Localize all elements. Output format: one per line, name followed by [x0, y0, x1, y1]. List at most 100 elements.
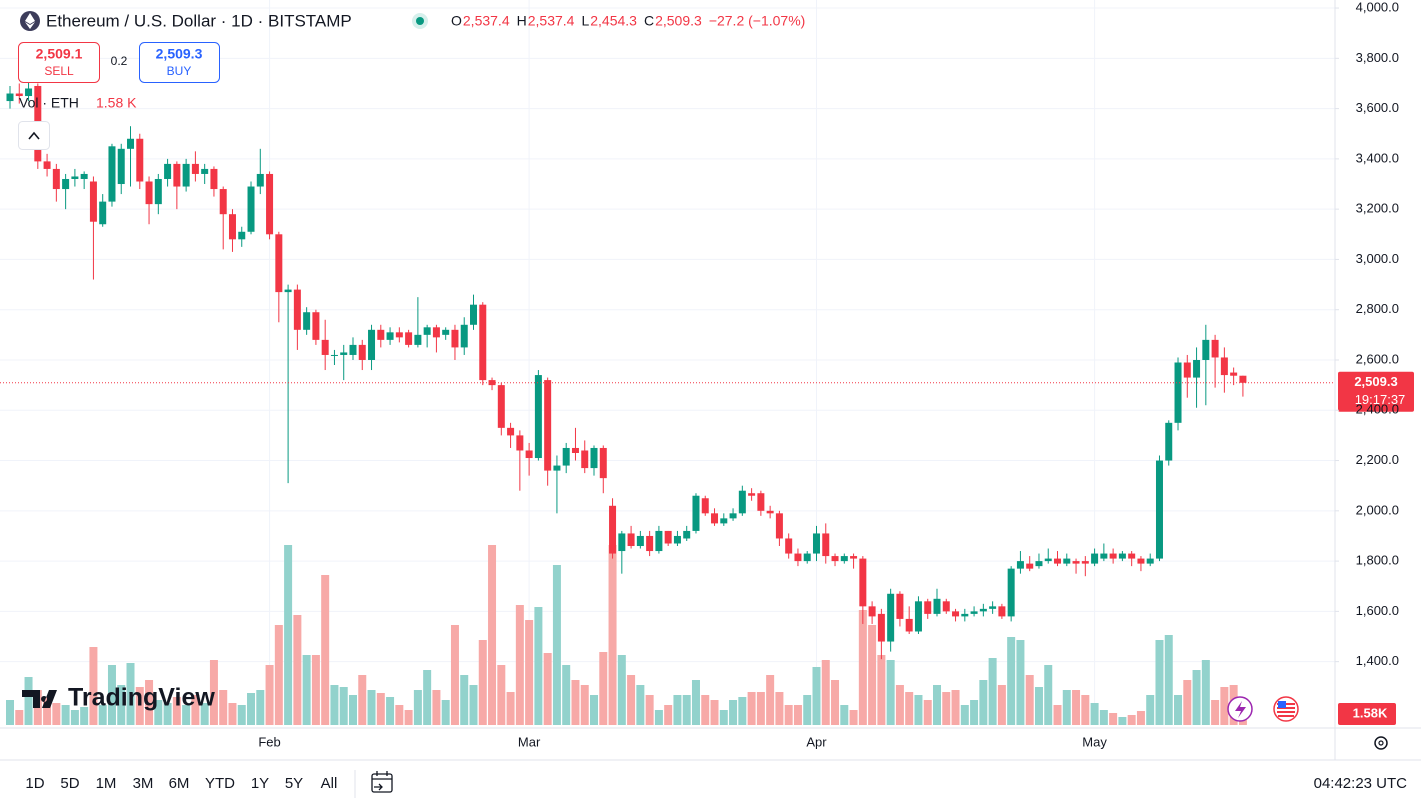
buy-price: 2,509.3 — [156, 46, 203, 62]
candle-body — [562, 447, 570, 466]
volume-bar — [654, 710, 663, 725]
volume-bar — [571, 680, 580, 725]
volume-bar — [682, 695, 691, 725]
volume-bar — [237, 705, 246, 725]
range-button[interactable]: 5Y — [285, 775, 303, 792]
volume-bar — [905, 692, 914, 725]
collapse-button[interactable] — [18, 121, 50, 150]
range-button[interactable]: YTD — [205, 775, 235, 792]
candle-body — [1211, 339, 1219, 358]
range-toolbar: 1D 5D 1M 3M 6M YTD 1Y 5Y All — [25, 775, 337, 792]
volume-bar — [840, 705, 849, 725]
volume-bar — [376, 693, 385, 725]
volume-bar — [747, 692, 756, 725]
candle-body — [71, 176, 79, 179]
candle-body — [840, 556, 848, 562]
x-tick-label: Mar — [518, 734, 541, 749]
volume-bar — [831, 680, 840, 725]
y-tick-label: 3,600.0 — [1356, 100, 1399, 115]
y-tick-label: 3,000.0 — [1356, 251, 1399, 266]
volume-bar — [302, 655, 311, 725]
candle-body — [729, 513, 737, 519]
candle-body — [497, 385, 505, 428]
candle-body — [701, 498, 709, 514]
volume-bar — [311, 655, 320, 725]
volume-bar — [673, 695, 682, 725]
volume-bar — [228, 703, 237, 725]
candle-body — [127, 138, 135, 149]
volume-bar — [24, 677, 33, 725]
candle-body — [544, 380, 552, 471]
volume-bar — [886, 660, 895, 725]
candle-body — [1165, 422, 1173, 461]
volume-bar — [691, 680, 700, 725]
candle-body — [775, 513, 783, 539]
y-tick-label: 2,400.0 — [1356, 402, 1399, 417]
candle-body — [1118, 553, 1126, 559]
volume-bar — [803, 695, 812, 725]
candle-body — [275, 234, 283, 293]
ohlc-value: 2,454.3 — [590, 13, 637, 29]
candle-layer — [6, 73, 1247, 660]
volume-bar — [710, 700, 719, 725]
volume-bar — [627, 675, 636, 725]
candle-body — [914, 601, 922, 632]
range-button[interactable]: 5D — [60, 775, 79, 792]
y-tick-label: 2,000.0 — [1356, 502, 1399, 517]
volume-bar — [951, 690, 960, 725]
candle-body — [887, 593, 895, 642]
volume-bar — [701, 695, 710, 725]
candle-body — [451, 329, 459, 348]
volume-bar — [1155, 640, 1164, 725]
goto-date-icon[interactable] — [371, 773, 393, 793]
volume-bar — [367, 690, 376, 725]
volume-bar — [1192, 670, 1201, 725]
candle-body — [924, 601, 932, 614]
countdown: 19:17:37 — [1355, 392, 1406, 407]
volume-bar — [719, 710, 728, 725]
brand-name: TradingView — [68, 684, 215, 712]
volume-bar — [172, 697, 181, 725]
volume-bar — [895, 685, 904, 725]
candle-body — [386, 332, 394, 340]
range-button[interactable]: 1D — [25, 775, 44, 792]
candle-body — [673, 535, 681, 544]
volume-bar — [1127, 715, 1136, 725]
clock: 04:42:23 UTC — [1314, 775, 1408, 792]
range-button[interactable]: 6M — [169, 775, 190, 792]
settings-icon[interactable] — [1374, 736, 1388, 750]
volume-bar — [923, 700, 932, 725]
candle-body — [905, 618, 913, 632]
candle-body — [1202, 339, 1210, 360]
candle-body — [89, 181, 97, 222]
candle-body — [877, 613, 885, 642]
candle-body — [627, 533, 635, 547]
candle-body — [738, 490, 746, 514]
volume-bar — [52, 703, 61, 725]
range-button[interactable]: 1Y — [251, 775, 269, 792]
range-button[interactable]: All — [321, 775, 338, 792]
volume-bar — [562, 665, 571, 725]
volume-bar — [460, 675, 469, 725]
volume-bar — [849, 710, 858, 725]
candle-body — [1063, 558, 1071, 564]
candle-body — [507, 427, 515, 436]
candle-body — [349, 344, 357, 355]
candle-body — [1193, 359, 1201, 378]
buy-button[interactable] — [139, 42, 220, 83]
volume-bar — [1201, 660, 1210, 725]
candle-body — [432, 327, 440, 338]
sell-button[interactable] — [18, 42, 100, 83]
symbol-title[interactable]: Ethereum / U.S. Dollar · 1D · BITSTAMP — [46, 11, 352, 30]
range-button[interactable]: 3M — [133, 775, 154, 792]
candle-body — [43, 161, 51, 169]
volume-bar — [256, 690, 265, 725]
candle-body — [52, 168, 60, 190]
candle-body — [377, 329, 385, 340]
volume-bar — [979, 680, 988, 725]
range-button[interactable]: 1M — [96, 775, 117, 792]
candle-body — [321, 339, 329, 355]
volume-bar — [506, 692, 515, 725]
candle-body — [581, 450, 589, 469]
